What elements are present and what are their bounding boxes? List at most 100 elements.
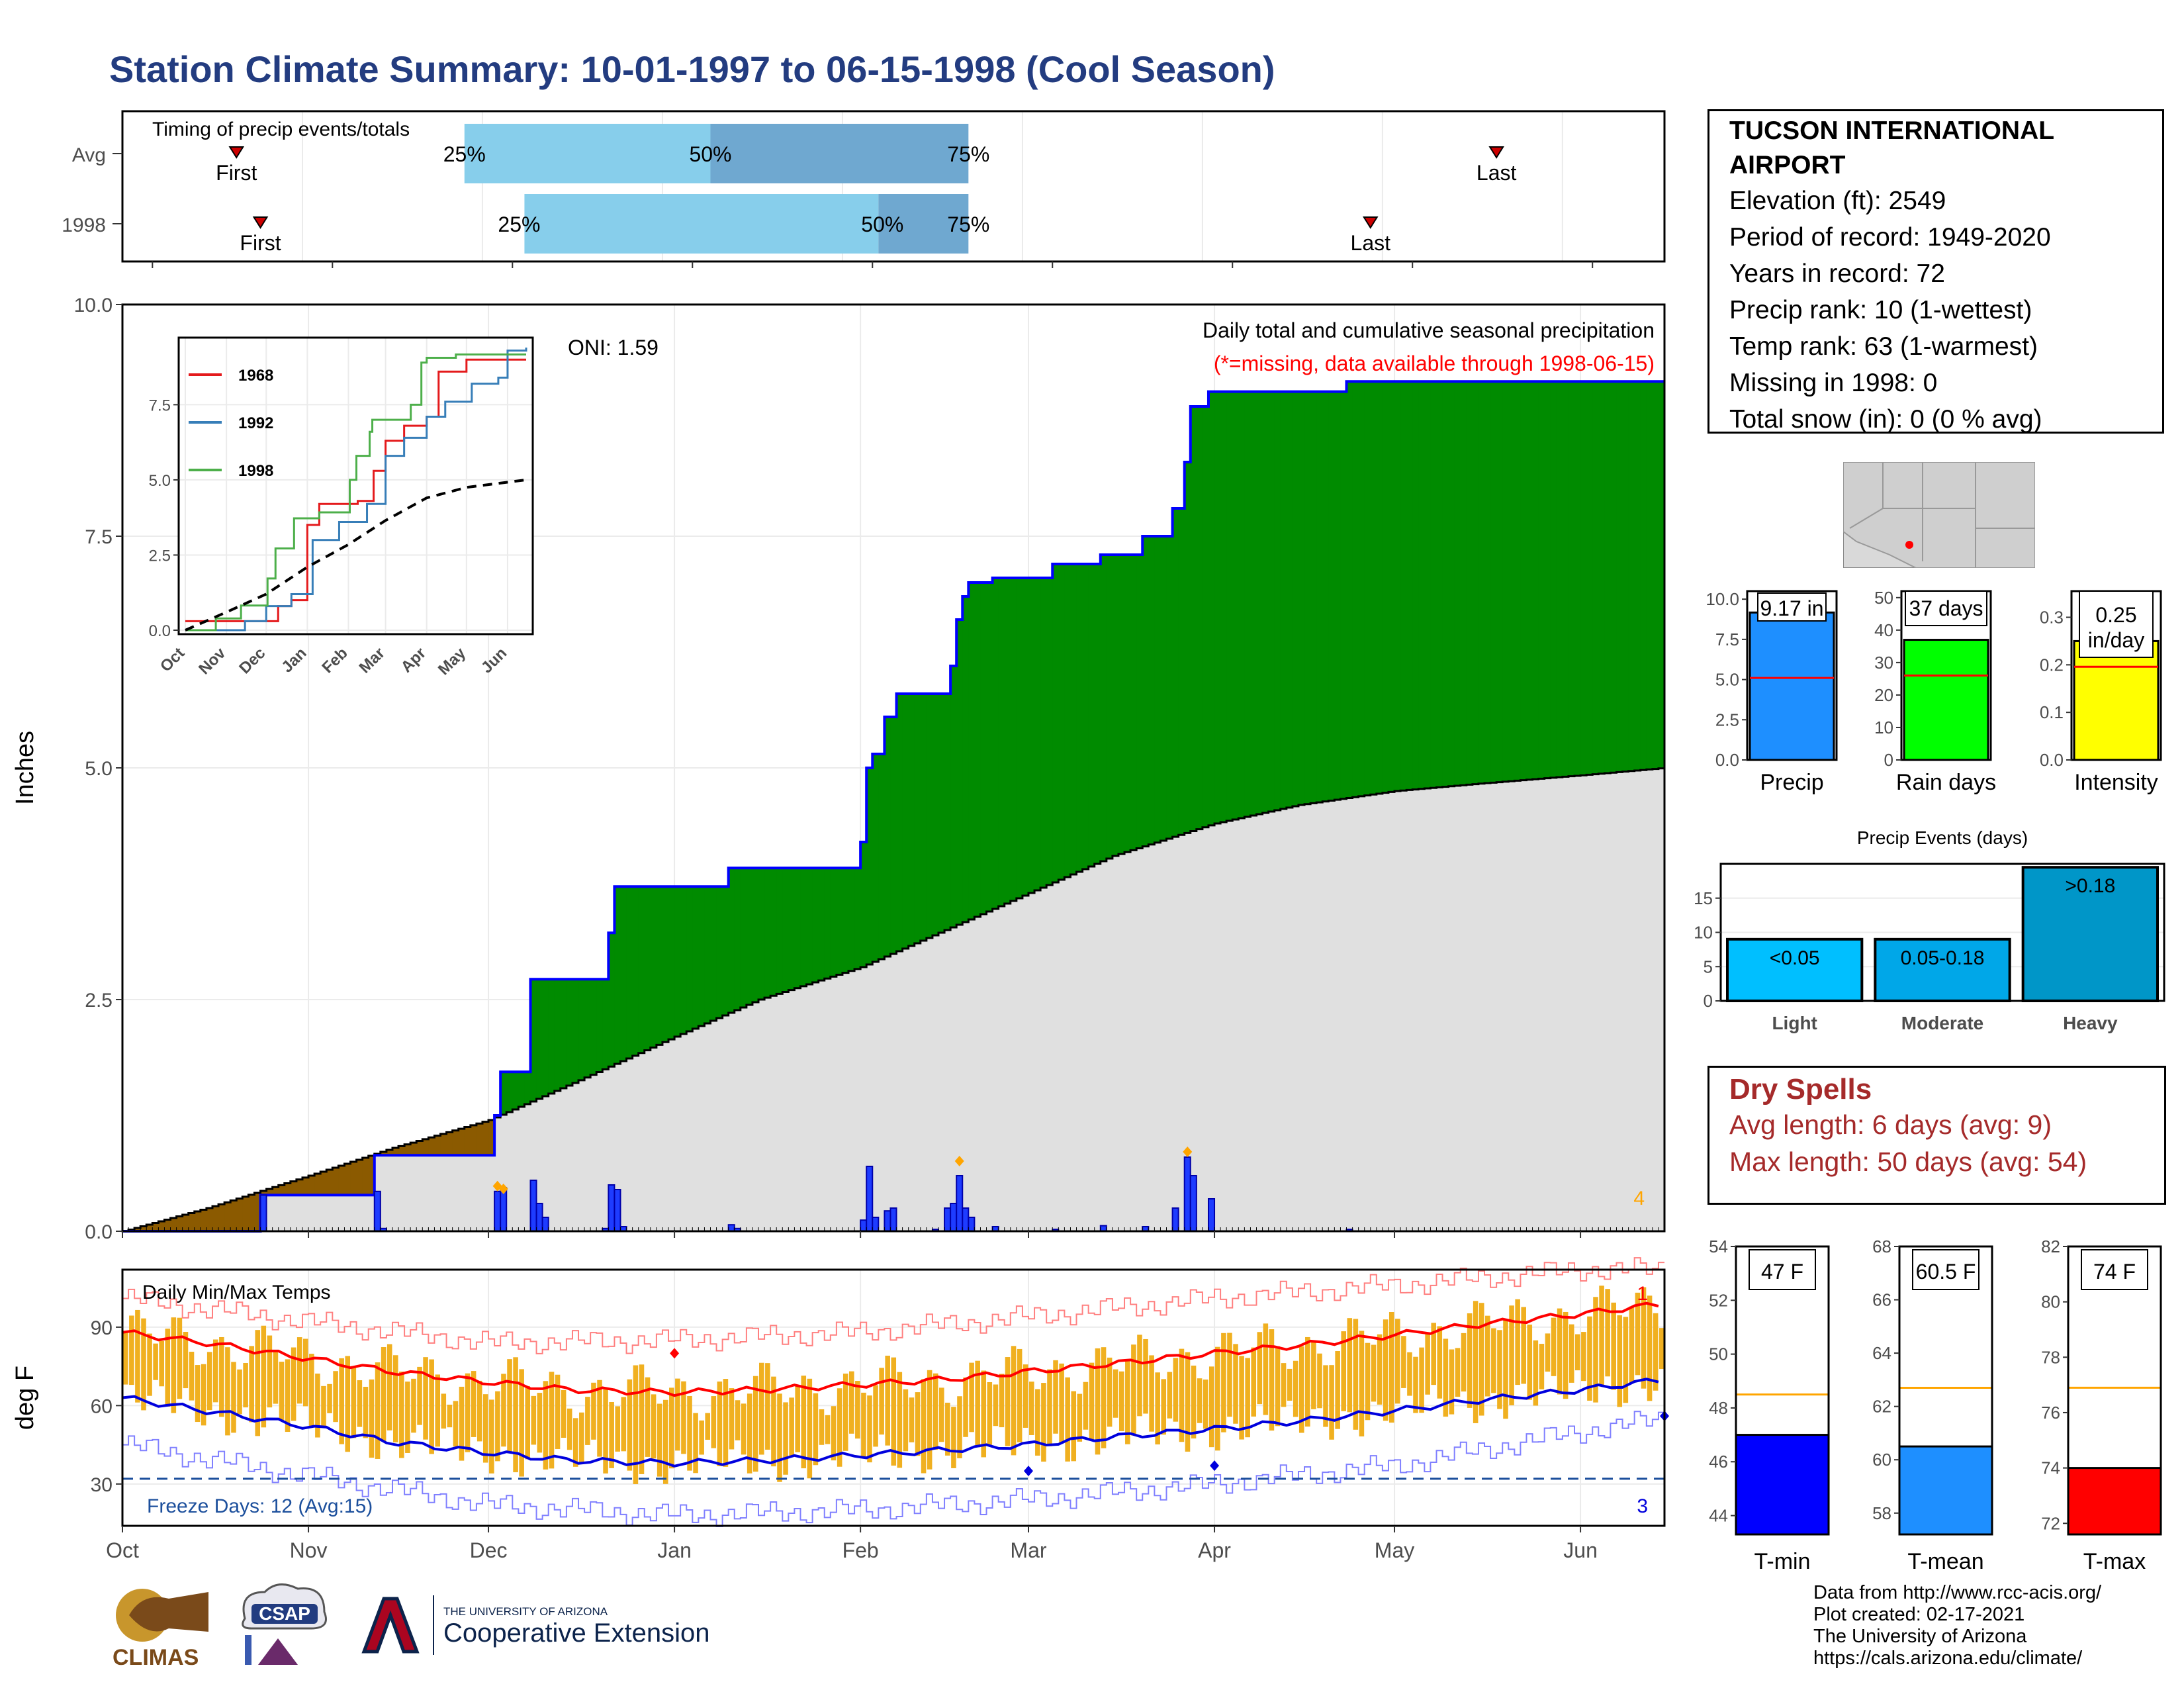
daily-temp-bar — [489, 1399, 494, 1474]
surplus-fill — [860, 842, 867, 967]
surplus-fill — [1328, 391, 1335, 801]
surplus-fill — [1394, 381, 1401, 791]
event-category-label: Heavy — [2063, 1013, 2118, 1033]
surplus-fill — [998, 578, 1005, 906]
daily-temp-bar — [591, 1382, 596, 1440]
avg-cumulative-line — [122, 767, 1666, 1233]
surplus-fill — [794, 868, 801, 988]
surplus-fill — [1310, 391, 1317, 804]
summary-frame — [1898, 1245, 1993, 1536]
precip-summary-panels: 0.0 2.5 5.0 7.5 10.0 9.17 in Precip 0 10 20 30 40 50… — [1706, 588, 2162, 795]
event-category-label: Light — [1772, 1013, 1817, 1033]
x-tick-label: Feb — [842, 1538, 879, 1562]
daily-temp-bar — [969, 1362, 974, 1432]
deficit-fill — [392, 1148, 399, 1156]
daily-temp-bar — [1191, 1365, 1197, 1439]
deficit-fill — [344, 1164, 351, 1196]
summary-tick-label: 62 — [1872, 1397, 1891, 1417]
daily-temp-bar — [1557, 1308, 1563, 1395]
daily-temp-bar — [897, 1372, 903, 1468]
daily-temp-bar — [1605, 1289, 1610, 1377]
surplus-fill — [1574, 381, 1581, 776]
surplus-fill — [956, 620, 963, 925]
daily-temp-bar — [159, 1340, 164, 1387]
deficit-fill — [206, 1208, 213, 1231]
y-tick-label: 5.0 — [85, 758, 113, 780]
legend-label: 1998 — [238, 462, 273, 480]
surplus-fill — [734, 868, 741, 1010]
surplus-fill — [1382, 381, 1389, 793]
page-title: Station Climate Summary: 10-01-1997 to 0… — [109, 48, 1275, 90]
daily-temp-bar — [921, 1379, 927, 1474]
deficit-fill — [188, 1213, 195, 1231]
daily-temp-bar — [1298, 1346, 1304, 1433]
event-bar-label: 0.05-0.18 — [1901, 947, 1985, 969]
deficit-fill — [416, 1141, 423, 1156]
deficit-fill — [356, 1160, 363, 1196]
surplus-fill — [626, 886, 633, 1058]
surplus-fill — [1148, 536, 1155, 845]
surplus-fill — [1550, 381, 1557, 778]
daily-temp-bar — [357, 1380, 363, 1427]
daily-temp-bar — [1215, 1346, 1220, 1451]
credit-line: Plot created: 02-17-2021 — [1813, 1604, 2025, 1625]
summary-axis-label: T-min — [1754, 1549, 1811, 1574]
summary-tick-label: 7.5 — [1715, 630, 1739, 649]
daily-temp-bar — [621, 1397, 627, 1452]
daily-temp-bar — [1197, 1378, 1203, 1423]
daily-temp-bar — [699, 1420, 704, 1455]
summary-tick-label: 60 — [1872, 1450, 1891, 1470]
deficit-fill — [314, 1174, 321, 1196]
deficit-fill — [326, 1170, 333, 1196]
timing-bar-25-50 — [524, 194, 879, 254]
surplus-fill — [1208, 391, 1215, 825]
surplus-fill — [986, 583, 993, 912]
surplus-fill — [656, 886, 663, 1045]
daily-temp-bar — [1095, 1348, 1101, 1455]
x-tick-label: Dec — [470, 1538, 508, 1562]
surplus-fill — [668, 886, 675, 1040]
surplus-fill — [1316, 391, 1323, 803]
daily-temp-bar — [1473, 1301, 1479, 1423]
daily-temp-bar — [849, 1371, 854, 1434]
daily-temp-bar — [1581, 1332, 1586, 1382]
surplus-fill — [1226, 391, 1233, 821]
precip-subtitle: (*=missing, data available through 1998-… — [1214, 352, 1655, 375]
surplus-fill — [1094, 564, 1101, 864]
surplus-fill — [800, 868, 807, 986]
daily-temp-bar — [495, 1391, 500, 1462]
surplus-fill — [542, 979, 549, 1096]
daily-temp-bar — [1317, 1353, 1322, 1409]
timing-p75: 75% — [947, 212, 989, 236]
daily-temp-bar — [1071, 1391, 1077, 1462]
surplus-fill — [842, 868, 849, 973]
daily-precip-bar — [1183, 1156, 1191, 1232]
daily-temp-bar — [1077, 1393, 1083, 1442]
surplus-fill — [1082, 564, 1089, 869]
daily-temp-bar — [1028, 1382, 1034, 1435]
inset-series-line — [185, 348, 527, 632]
daily-temp-bar — [392, 1355, 398, 1442]
timing-marker-label: First — [240, 231, 281, 255]
surplus-fill — [620, 886, 627, 1062]
daily-temp-bar — [405, 1382, 410, 1453]
event-bar — [1874, 937, 2011, 1002]
daily-precip-bar — [860, 1219, 868, 1232]
surplus-fill — [548, 979, 555, 1094]
summary-value-label: 47 F — [1761, 1260, 1803, 1284]
daily-temp-bar — [1329, 1365, 1334, 1440]
summary-frame — [1735, 1245, 1830, 1536]
surplus-fill — [902, 694, 909, 949]
summary-tick-label: 80 — [2041, 1292, 2060, 1312]
daily-temp-bar — [993, 1384, 999, 1427]
climas-logo: CLIMAS — [113, 1589, 208, 1670]
surplus-fill — [1592, 381, 1599, 774]
inset-x-tick-label: Apr — [398, 644, 430, 676]
daily-temp-bar — [543, 1381, 549, 1470]
daily-temp-bar — [212, 1339, 218, 1403]
daily-temp-bar — [447, 1404, 453, 1428]
surplus-fill — [1046, 578, 1053, 885]
surplus-fill — [1064, 564, 1071, 877]
surplus-fill — [1016, 578, 1023, 898]
surplus-fill — [716, 886, 723, 1018]
